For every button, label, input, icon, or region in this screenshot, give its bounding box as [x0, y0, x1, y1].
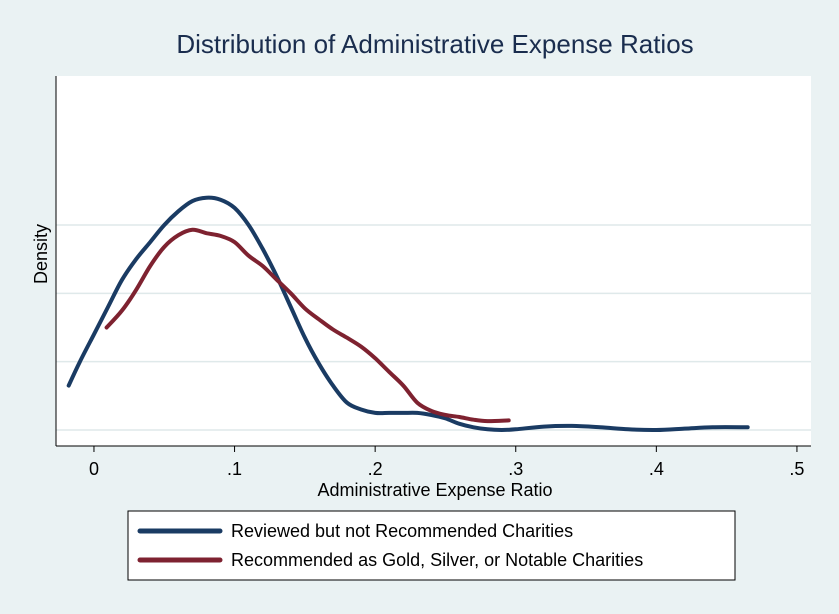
x-tick-label-4: .4 [649, 459, 664, 479]
legend-box [127, 510, 736, 581]
x-tick-label-2: .2 [368, 459, 383, 479]
series-line-1 [104, 227, 511, 424]
legend-label-reviewed: Reviewed but not Recommended Charities [231, 521, 573, 541]
series-line-0 [66, 195, 750, 433]
chart-title: Distribution of Administrative Expense R… [176, 29, 693, 59]
plot-area [56, 76, 811, 446]
x-tick-label-0: 0 [89, 459, 99, 479]
legend-label-recommended: Recommended as Gold, Silver, or Notable … [231, 550, 643, 570]
y-axis-title: Density [31, 224, 51, 284]
legend: Reviewed but not Recommended Charities R… [127, 510, 736, 581]
x-axis-title: Administrative Expense Ratio [317, 480, 552, 500]
x-tick-label-1: .1 [227, 459, 242, 479]
x-tick-label-5: .5 [789, 459, 804, 479]
x-tick-label-3: .3 [508, 459, 523, 479]
